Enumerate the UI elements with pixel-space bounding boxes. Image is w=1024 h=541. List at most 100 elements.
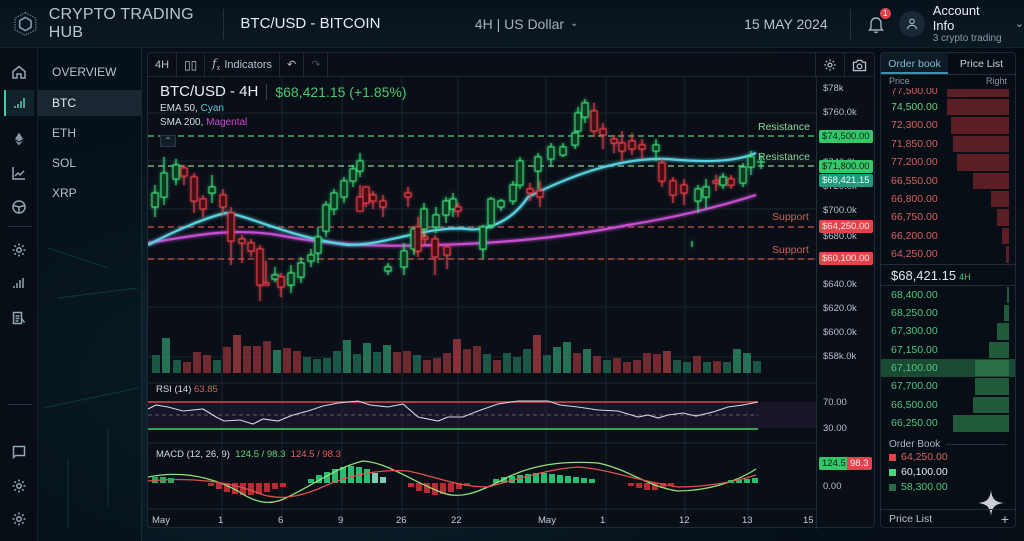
rail-ethereum[interactable] xyxy=(6,126,32,152)
pair-title: BTC/USD - BITCOIN xyxy=(240,15,381,32)
screenshot-button[interactable] xyxy=(844,53,874,77)
y-tick: $620.0k xyxy=(823,303,857,314)
price-chart[interactable] xyxy=(148,77,816,529)
asset-sidebar: OVERVIEW BTC ETH SOL XRP xyxy=(38,48,142,541)
bid-row[interactable]: 66,500.00 xyxy=(881,396,1015,414)
ask-row[interactable]: 64,250.00 xyxy=(881,245,1015,263)
bar-chart-icon xyxy=(14,98,25,108)
gear-icon xyxy=(12,243,26,257)
redo-icon: ↷ xyxy=(311,59,321,71)
mid-price-timeframe: 4H xyxy=(959,271,971,282)
rsi-label: RSI (14) 63.85 xyxy=(156,384,218,395)
ask-row[interactable]: 66,550.00 xyxy=(881,172,1015,190)
bell-icon xyxy=(867,16,884,33)
gear-icon xyxy=(12,479,26,493)
hexagon-logo-icon xyxy=(14,11,37,36)
gear-icon xyxy=(12,512,26,526)
x-tick: 12 xyxy=(679,515,690,526)
ema-legend[interactable]: EMA 50, Cyan xyxy=(160,103,407,114)
ask-row[interactable]: 77,500.00 xyxy=(881,88,1015,98)
undo-icon: ↶ xyxy=(287,59,297,71)
gear-icon xyxy=(824,59,836,71)
current-date: 15 MAY 2024 xyxy=(744,15,828,32)
chat-icon xyxy=(12,445,26,460)
ema-label: EMA 50, xyxy=(160,103,198,114)
book-row[interactable]: 64,250.00 xyxy=(889,450,1007,465)
x-tick: May xyxy=(152,515,170,526)
tab-order-book[interactable]: Order book xyxy=(881,53,948,74)
ema-color: Cyan xyxy=(200,103,224,114)
subnav-item-btc[interactable]: BTC xyxy=(38,90,142,116)
rail-settings[interactable] xyxy=(6,237,32,263)
rsi-tick: 70.00 xyxy=(823,397,847,408)
undo-button[interactable]: ↶ xyxy=(280,52,305,77)
line-chart-icon xyxy=(12,167,25,180)
rail-settings-3[interactable] xyxy=(6,506,32,532)
rail-reports[interactable] xyxy=(6,305,32,331)
rail-home[interactable] xyxy=(6,59,32,85)
mid-price-value: $68,421.15 xyxy=(891,267,957,283)
account-chevron-down-icon[interactable]: ⌄ xyxy=(1014,18,1024,30)
ask-row[interactable]: 71,850.00 xyxy=(881,135,1015,153)
bid-row[interactable]: 67,700.00 xyxy=(881,377,1015,395)
ask-row[interactable]: 77,200.00 xyxy=(881,153,1015,171)
timeframe-label: 4H xyxy=(155,58,170,71)
add-icon[interactable]: + xyxy=(1000,511,1009,527)
x-tick: 1 xyxy=(218,515,224,526)
avatar[interactable] xyxy=(898,10,925,37)
bid-row[interactable]: 67,150.00 xyxy=(881,341,1015,359)
bid-row[interactable]: 68,250.00 xyxy=(881,304,1015,322)
y-axis[interactable]: $78k $760.0k $740.0k $720.0k $700.0k $68… xyxy=(816,77,874,529)
ask-row[interactable]: 72,300.00 xyxy=(881,116,1015,134)
ask-row[interactable]: 66,800.00 xyxy=(881,190,1015,208)
macd-tag-red: 98.3 xyxy=(847,457,872,470)
timeframe-currency-dropdown[interactable]: 4H | US Dollar ⌄ xyxy=(475,16,744,32)
bid-row[interactable]: 66,250.00 xyxy=(881,414,1015,432)
bid-row[interactable]: 67,300.00 xyxy=(881,322,1015,340)
rail-markets[interactable] xyxy=(4,90,34,116)
macd-tick: 0.00 xyxy=(823,481,842,492)
logo[interactable]: CRYPTO TRADING HUB xyxy=(14,6,223,42)
y-tick: $680.0k xyxy=(823,231,857,242)
subnav-item-sol[interactable]: SOL xyxy=(52,156,77,170)
chart-title: BTC/USD - 4H xyxy=(160,83,259,100)
tab-price-list[interactable]: Price List xyxy=(959,58,1004,70)
account-info[interactable]: Account Info 3 crypto trading xyxy=(933,3,1005,44)
book-row[interactable]: 58,300.00 xyxy=(889,480,1007,495)
order-book-panel: Order book Price List Price Right 77,500… xyxy=(880,52,1016,528)
indicators-button[interactable]: fx Indicators xyxy=(205,52,281,77)
signal-bars-icon xyxy=(13,278,24,288)
chart-type-button[interactable]: ▯▯ xyxy=(177,52,206,77)
subnav-item-overview[interactable]: OVERVIEW xyxy=(52,65,117,79)
app-name: CRYPTO TRADING HUB xyxy=(48,5,194,41)
col-price: Price xyxy=(889,76,910,86)
timeframe-button[interactable]: 4H xyxy=(148,52,178,77)
x-tick: 15 xyxy=(803,515,814,526)
subnav-item-eth[interactable]: ETH xyxy=(52,126,76,140)
book-row[interactable]: 60,100.00 xyxy=(889,465,1007,480)
bid-row[interactable]: 68,400.00 xyxy=(881,286,1015,304)
notification-badge: 1 xyxy=(879,7,891,19)
bid-row-highlighted[interactable]: 67,100.00 xyxy=(881,359,1015,378)
rail-chat[interactable] xyxy=(6,439,32,465)
account-subtitle: 3 crypto trading xyxy=(932,33,1002,44)
notifications-button[interactable]: 1 xyxy=(867,7,891,34)
rail-steering[interactable] xyxy=(6,194,32,220)
subnav-item-xrp[interactable]: XRP xyxy=(52,186,77,200)
current-price-tag: $68,421.15 xyxy=(819,174,873,187)
ask-row[interactable]: 66,750.00 xyxy=(881,208,1015,226)
ask-row[interactable]: 74,500.00 xyxy=(881,98,1015,116)
chart-settings-button[interactable] xyxy=(815,53,844,77)
sma-label: SMA 200, xyxy=(160,117,204,128)
rail-settings-2[interactable] xyxy=(6,473,32,499)
price-list-footer[interactable]: Price List + xyxy=(881,509,1015,527)
rail-analytics[interactable] xyxy=(6,160,32,186)
account-title: Account Info xyxy=(932,3,980,33)
document-list-icon xyxy=(12,311,26,325)
collapse-legend-button[interactable]: ⌃ xyxy=(160,135,176,147)
sma-legend[interactable]: SMA 200, Magental xyxy=(160,117,407,128)
redo-button[interactable]: ↷ xyxy=(304,52,329,77)
rail-signals[interactable] xyxy=(6,270,32,296)
resistance-label-1: Resistance xyxy=(758,121,810,133)
ask-row[interactable]: 66,200.00 xyxy=(881,227,1015,245)
